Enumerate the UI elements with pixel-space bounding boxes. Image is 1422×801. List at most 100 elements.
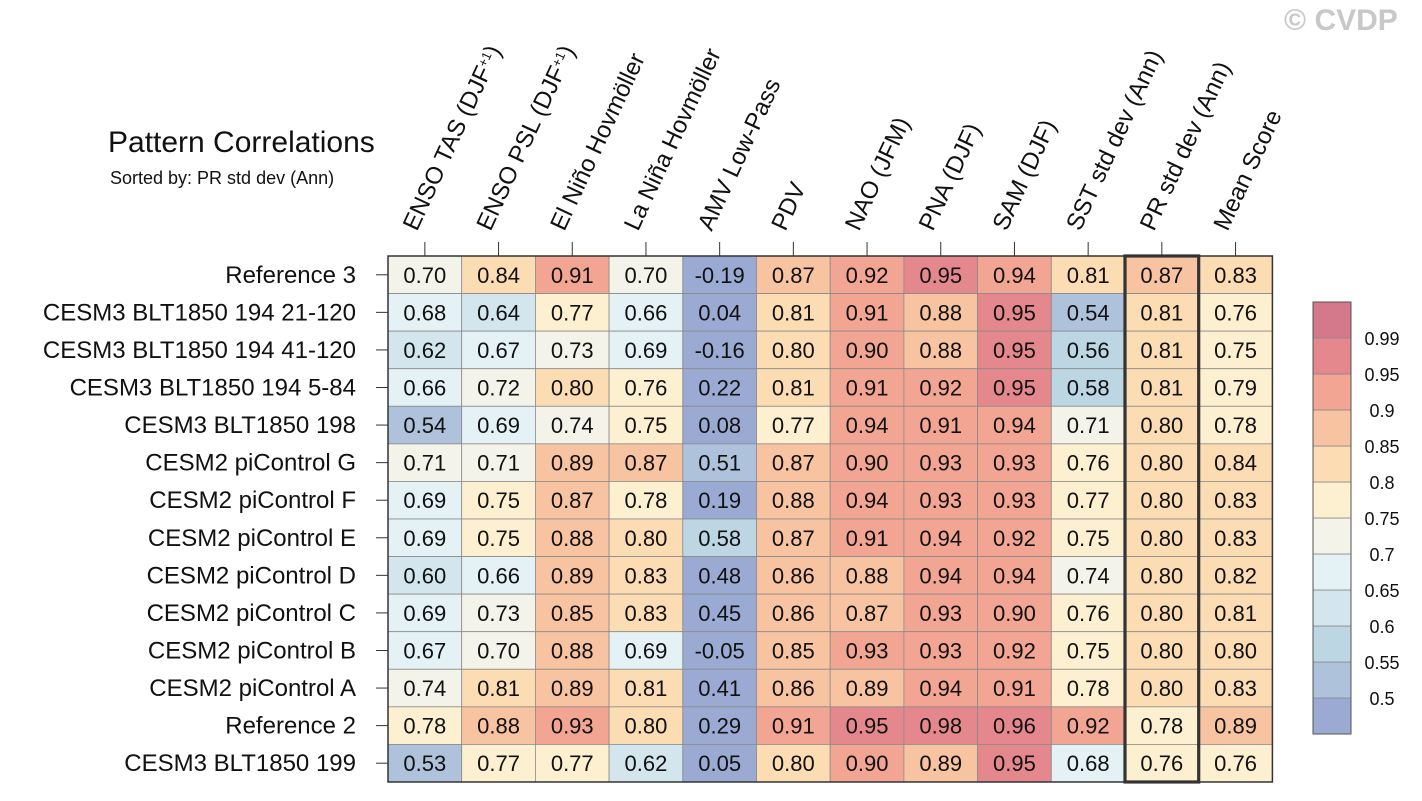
cell-value-label: 0.92 [993, 526, 1036, 551]
heatmap-cell [461, 631, 536, 670]
heatmap-cell [608, 481, 684, 520]
cell-value-label: 0.76 [625, 375, 668, 400]
cell-value-label: 0.91 [846, 375, 889, 400]
cell-value-label: 0.64 [477, 300, 520, 325]
heatmap-cell [1198, 631, 1273, 670]
colorbar-swatch [1312, 373, 1352, 411]
colorbar-swatch [1312, 517, 1352, 555]
cell-value-label: 0.80 [551, 375, 594, 400]
cell-value-label: 0.94 [846, 488, 889, 513]
heatmap-cell [1050, 744, 1126, 783]
colorbar-tick-label: 0.55 [1364, 653, 1399, 673]
cell-value-label: 0.66 [625, 300, 668, 325]
colorbar-swatch [1312, 625, 1352, 663]
cell-value-label: 0.94 [993, 413, 1036, 438]
heatmap-cell [535, 330, 610, 370]
cell-value-label: 0.80 [1140, 638, 1183, 663]
heatmap-cell [829, 368, 905, 407]
cell-value-label: 0.79 [1214, 375, 1257, 400]
heatmap-cell [756, 556, 831, 595]
cell-value-label: 0.80 [1140, 451, 1183, 476]
cell-value-label: 0.69 [403, 601, 446, 626]
heatmap-cell [756, 443, 831, 482]
heatmap-cell [977, 668, 1052, 708]
cell-value-label: 0.78 [625, 488, 668, 513]
heatmap-cell [608, 556, 684, 595]
heatmap-cell [682, 443, 757, 482]
cell-value-label: 0.91 [772, 714, 815, 739]
cell-value-label: 0.89 [551, 451, 594, 476]
cell-value-label: 0.88 [919, 300, 962, 325]
cell-value-label: 0.78 [1214, 413, 1257, 438]
colorbar-swatch [1312, 553, 1352, 591]
row-label: CESM2 piControl A [149, 675, 356, 702]
cell-value-label: 0.53 [403, 751, 446, 776]
heatmap-cell [977, 443, 1052, 482]
cell-value-label: 0.89 [551, 676, 594, 701]
cell-value-label: 0.95 [993, 300, 1036, 325]
row-label: CESM2 piControl G [145, 450, 356, 477]
heatmap-cell [387, 405, 463, 445]
cell-value-label: 0.75 [1214, 338, 1257, 363]
heatmap-cell [1124, 368, 1200, 407]
cell-value-label: 0.69 [625, 638, 668, 663]
heatmap-cell [1124, 593, 1200, 633]
cell-value-label: 0.76 [1067, 451, 1110, 476]
heatmap-cell [461, 744, 536, 783]
heatmap-cell [682, 481, 757, 520]
colorbar-tick-label: 0.95 [1364, 365, 1399, 385]
heatmap-cell [461, 368, 536, 407]
cell-value-label: 0.86 [772, 563, 815, 588]
cell-value-label: 0.05 [698, 751, 741, 776]
colorbar-tick-label: 0.65 [1364, 581, 1399, 601]
row-label: CESM2 piControl D [147, 562, 356, 589]
colorbar-swatch [1312, 337, 1352, 375]
row-label: CESM3 BLT1850 198 [124, 412, 356, 439]
column-label: NAO (JFM) [840, 113, 916, 234]
row-label: CESM2 piControl C [147, 600, 356, 627]
cell-value-label: 0.80 [1140, 676, 1183, 701]
heatmap-cell [535, 631, 610, 670]
cell-value-label: 0.75 [625, 413, 668, 438]
row-label: CESM2 piControl F [149, 487, 356, 514]
heatmap-cell [756, 368, 831, 407]
cell-value-label: 0.78 [403, 714, 446, 739]
heatmap-cell [977, 330, 1052, 370]
heatmap-cell [1124, 255, 1200, 294]
heatmap-cell [387, 443, 463, 482]
heatmap-cell [461, 255, 536, 294]
cell-value-label: 0.80 [1140, 488, 1183, 513]
colorbar-swatch [1312, 445, 1352, 483]
heatmap-cell [756, 330, 831, 370]
cell-value-label: 0.88 [551, 638, 594, 663]
cell-value-label: 0.88 [919, 338, 962, 363]
heatmap-cell [1050, 631, 1126, 670]
cell-value-label: 0.69 [403, 526, 446, 551]
heatmap-cell [461, 443, 536, 482]
heatmap-cell [682, 368, 757, 407]
cell-value-label: 0.96 [993, 714, 1036, 739]
cell-value-label: 0.93 [993, 451, 1036, 476]
heatmap-cell [977, 593, 1052, 633]
cell-value-label: 0.81 [1140, 300, 1183, 325]
row-label: CESM3 BLT1850 199 [124, 750, 356, 777]
cell-value-label: 0.90 [993, 601, 1036, 626]
cell-value-label: 0.91 [846, 526, 889, 551]
heatmap-cell [977, 293, 1052, 332]
cell-value-label: 0.67 [403, 638, 446, 663]
cell-value-label: 0.77 [772, 413, 815, 438]
cell-value-label: 0.77 [477, 751, 520, 776]
cell-value-label: 0.86 [772, 601, 815, 626]
cell-value-label: 0.76 [1140, 751, 1183, 776]
cell-value-label: 0.73 [477, 601, 520, 626]
heatmap-cell [1198, 556, 1273, 595]
colorbar-tick-label: 0.6 [1369, 617, 1394, 637]
heatmap-cell [903, 443, 979, 482]
cell-value-label: 0.80 [772, 338, 815, 363]
heatmap-cell [387, 368, 463, 407]
cell-value-label: 0.80 [1140, 526, 1183, 551]
cell-value-label: 0.69 [403, 488, 446, 513]
heatmap-cell [1124, 518, 1200, 557]
cell-value-label: 0.78 [1067, 676, 1110, 701]
heatmap-cell [682, 293, 757, 332]
